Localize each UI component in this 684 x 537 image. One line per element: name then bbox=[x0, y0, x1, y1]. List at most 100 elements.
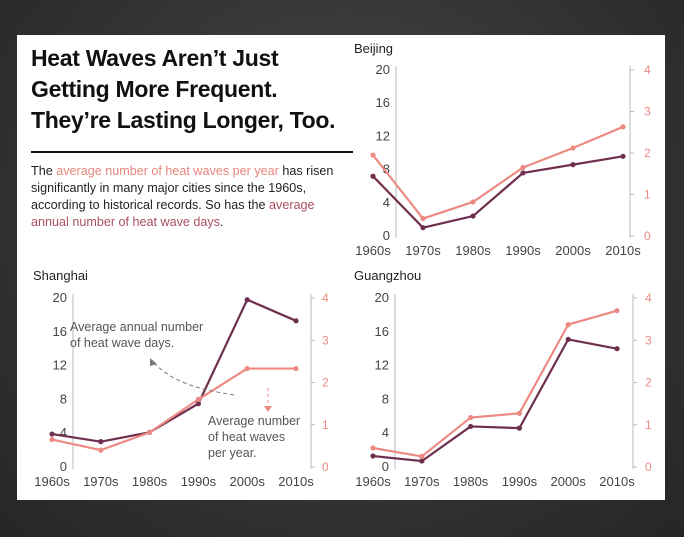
shanghai-series-days-line bbox=[51, 298, 297, 443]
beijing-y-left-tick: 4 bbox=[383, 195, 390, 210]
guangzhou-series-days-point bbox=[614, 346, 620, 352]
beijing-series-waves-point bbox=[420, 215, 426, 222]
guangzhou-x-tick: 1990s bbox=[502, 474, 538, 489]
desc-highlight-waves: average number of heat waves per year bbox=[56, 164, 279, 178]
shanghai-series-waves-point bbox=[49, 436, 55, 443]
shanghai-y-right-tick: 2 bbox=[322, 376, 329, 390]
shanghai-series-days-point bbox=[244, 297, 250, 303]
beijing-series-waves-point bbox=[620, 124, 626, 130]
beijing-x-tick: 1980s bbox=[455, 243, 491, 258]
shanghai-annotation-days-arrowhead bbox=[150, 358, 157, 366]
guangzhou-series-days-point bbox=[565, 336, 571, 343]
guangzhou-x-tick: 1980s bbox=[453, 474, 489, 489]
guangzhou-series-waves-point bbox=[468, 414, 474, 421]
beijing-x-tick: 2000s bbox=[555, 243, 591, 258]
beijing-series-waves-point bbox=[370, 152, 376, 158]
guangzhou-y-left-tick: 16 bbox=[375, 324, 389, 339]
guangzhou-x-tick: 2000s bbox=[550, 474, 586, 489]
beijing-y-left-tick: 20 bbox=[376, 62, 390, 77]
guangzhou-x-tick: 1970s bbox=[404, 474, 440, 489]
guangzhou-y-right-tick: 3 bbox=[645, 333, 652, 347]
shanghai-series-waves-line bbox=[51, 367, 296, 452]
beijing-y-left-tick: 12 bbox=[376, 128, 390, 143]
shanghai-series-days-point bbox=[293, 318, 299, 324]
beijing-series-waves-point bbox=[470, 199, 476, 205]
shanghai-y-right-tick: 1 bbox=[322, 418, 329, 432]
beijing-x-tick: 1970s bbox=[405, 243, 441, 258]
beijing-series-waves-line bbox=[372, 125, 624, 220]
beijing-y-right-tick: 2 bbox=[644, 146, 651, 160]
beijing-y-right-tick: 0 bbox=[644, 229, 651, 243]
shanghai-series-waves-point bbox=[98, 447, 104, 453]
desc-mid: has risen significantly in many major ci… bbox=[31, 164, 334, 212]
shanghai-annotation-waves-arrowhead bbox=[264, 406, 272, 412]
guangzhou-y-left-tick: 20 bbox=[375, 290, 389, 305]
shanghai-x-tick: 2010s bbox=[278, 474, 314, 489]
guangzhou-y-left-tick: 4 bbox=[382, 425, 389, 440]
shanghai-annotation-days-text: Average annual number bbox=[70, 320, 203, 334]
beijing-series-days-line bbox=[372, 155, 624, 229]
shanghai-series-days-point bbox=[98, 439, 104, 445]
shanghai-series-days-point bbox=[49, 431, 55, 437]
guangzhou-series-days-point bbox=[419, 458, 425, 464]
shanghai-y-left-tick: 4 bbox=[60, 425, 67, 440]
beijing-y-left-tick: 0 bbox=[383, 228, 390, 243]
guangzhou-series-waves-point bbox=[370, 445, 376, 451]
title-divider bbox=[31, 151, 353, 153]
guangzhou-series-waves-point bbox=[565, 322, 571, 328]
shanghai-y-left-tick: 0 bbox=[60, 459, 67, 474]
beijing-x-tick: 2010s bbox=[605, 243, 641, 258]
shanghai-y-left-tick: 20 bbox=[53, 290, 67, 305]
shanghai-series-waves-point bbox=[293, 365, 299, 372]
beijing-series-days-point bbox=[570, 162, 576, 168]
guangzhou-series-days-point bbox=[468, 423, 474, 430]
beijing-series-days-point bbox=[420, 225, 426, 231]
page-title: Heat Waves Aren’t Just Getting More Freq… bbox=[31, 45, 336, 133]
shanghai-x-tick: 2000s bbox=[229, 474, 265, 489]
shanghai-series-waves-point bbox=[244, 365, 250, 372]
shanghai-annotation-days-arrow bbox=[152, 361, 235, 396]
beijing-y-right-tick: 4 bbox=[644, 63, 651, 77]
beijing-series-days-point bbox=[470, 213, 476, 219]
guangzhou-x-tick: 2010s bbox=[599, 474, 635, 489]
desc-pre: The bbox=[31, 164, 57, 178]
beijing-series-days-point bbox=[520, 170, 526, 176]
guangzhou-series-waves-point bbox=[419, 453, 425, 460]
beijing-series-waves-point bbox=[570, 145, 576, 151]
shanghai-annotation-waves-text: Average number bbox=[208, 414, 300, 428]
infographic-card: Heat Waves Aren’t Just Getting More Freq… bbox=[17, 35, 665, 500]
beijing-series-days-point bbox=[620, 153, 626, 159]
shanghai-annotation-waves-text: per year. bbox=[208, 446, 257, 460]
shanghai-y-right-tick: 3 bbox=[322, 333, 329, 347]
shanghai-y-left-tick: 16 bbox=[53, 324, 67, 339]
shanghai-annotation-days-text: of heat wave days. bbox=[70, 336, 174, 350]
guangzhou-x-tick: 1960s bbox=[355, 474, 391, 489]
beijing-y-left-tick: 16 bbox=[376, 95, 390, 110]
guangzhou-series-days-point bbox=[516, 425, 523, 431]
shanghai-x-tick: 1980s bbox=[132, 474, 168, 489]
shanghai-series-waves-point bbox=[195, 396, 201, 402]
guangzhou-y-left-tick: 0 bbox=[382, 459, 389, 474]
beijing-title: Beijing bbox=[354, 41, 393, 56]
shanghai-title: Shanghai bbox=[33, 268, 88, 283]
beijing-y-right-tick: 1 bbox=[644, 188, 651, 202]
guangzhou-series-waves-line bbox=[372, 309, 618, 458]
beijing-series-days-point bbox=[370, 173, 376, 179]
guangzhou-series-days-line bbox=[372, 338, 618, 463]
shanghai-series-waves-point bbox=[147, 429, 153, 435]
shanghai-y-left-tick: 8 bbox=[60, 391, 67, 406]
shanghai-series-days-point bbox=[195, 401, 201, 407]
guangzhou-y-left-tick: 8 bbox=[382, 391, 389, 406]
beijing-x-tick: 1990s bbox=[505, 243, 541, 258]
shanghai-x-tick: 1970s bbox=[83, 474, 119, 489]
shanghai-x-tick: 1960s bbox=[34, 474, 70, 489]
guangzhou-y-left-tick: 12 bbox=[375, 358, 389, 373]
beijing-y-right-tick: 3 bbox=[644, 105, 651, 119]
shanghai-x-tick: 1990s bbox=[181, 474, 217, 489]
guangzhou-y-right-tick: 2 bbox=[645, 376, 652, 390]
desc-post: . bbox=[220, 215, 224, 229]
beijing-series-waves-point bbox=[520, 164, 526, 171]
shanghai-annotation-waves-text: of heat waves bbox=[208, 430, 285, 444]
guangzhou-series-waves-point bbox=[516, 410, 523, 416]
